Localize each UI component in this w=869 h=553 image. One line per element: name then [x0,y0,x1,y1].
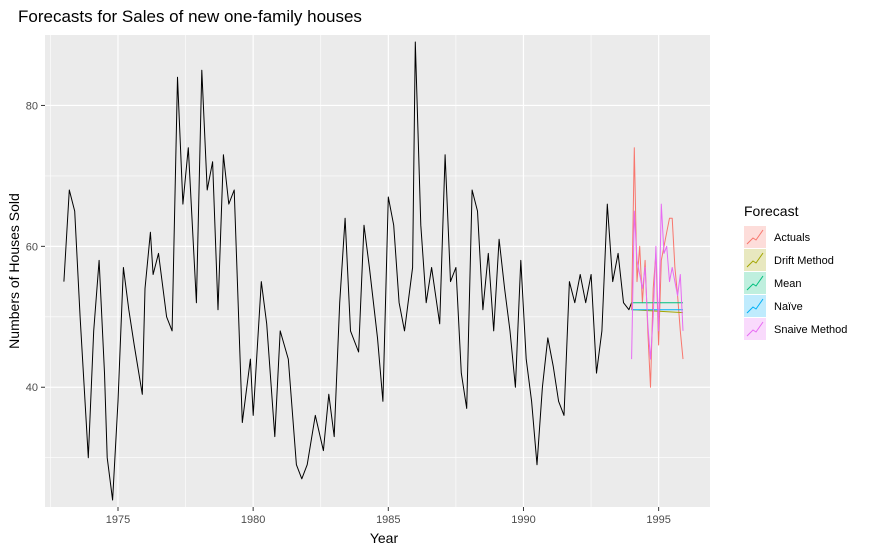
legend: Forecast Actuals Drift Method Mean Naïve Sna… [744,203,847,340]
legend-key [744,295,766,317]
legend-key [744,272,766,294]
legend-key [744,318,766,340]
x-axis: 1975 1980 1985 1990 1995 [106,507,671,526]
legend-key-line [746,252,764,268]
series-layer [63,41,684,501]
legend-key-line [746,275,764,291]
plot-panel [45,35,710,507]
legend-label: Drift Method [774,255,834,267]
x-axis-title: Year [370,530,399,546]
y-axis: 40 60 80 [26,100,45,394]
series-line-history [63,41,633,501]
x-tick-label: 1980 [241,514,265,526]
legend-label: Snaive Method [774,324,847,336]
legend-label: Mean [774,278,802,290]
y-tick-label: 40 [26,382,38,394]
y-axis-title: Numbers of Houses Sold [6,193,22,349]
series-line-snaive-method [631,203,684,360]
y-tick-label: 60 [26,241,38,253]
x-tick-label: 1975 [106,514,130,526]
x-tick-label: 1985 [376,514,400,526]
legend-label: Actuals [774,232,811,244]
grid [45,35,710,507]
x-tick-label: 1990 [511,514,535,526]
y-tick-label: 80 [26,100,38,112]
legend-title: Forecast [744,203,799,219]
legend-key [744,249,766,271]
legend-key-line [746,321,764,337]
legend-key [744,226,766,248]
x-tick-label: 1995 [646,514,670,526]
chart-title: Forecasts for Sales of new one-family ho… [18,7,362,26]
legend-key-line [746,298,764,314]
legend-label: Naïve [774,301,803,313]
legend-key-line [746,229,764,245]
